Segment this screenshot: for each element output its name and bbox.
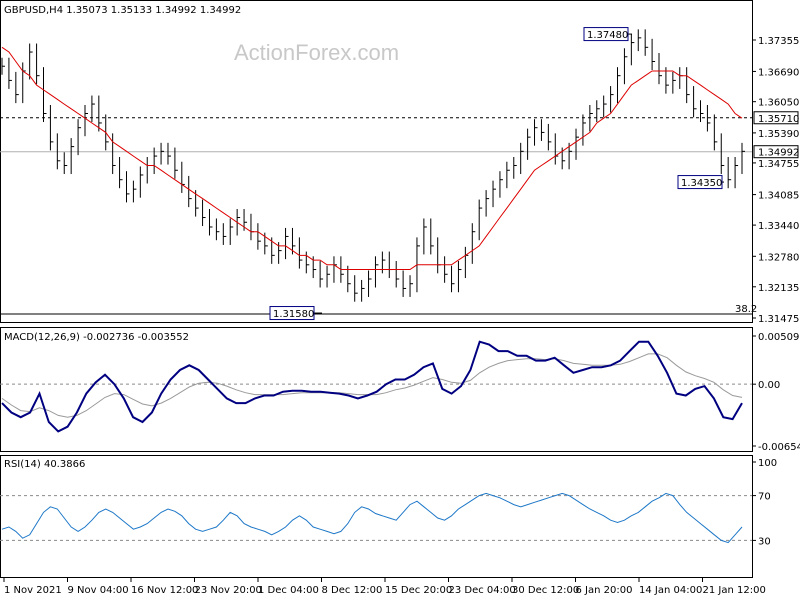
macd-y-tick-label: 0.005099 [758, 332, 800, 343]
sma-series [1, 46, 743, 270]
annotation-box [677, 175, 723, 190]
rsi-y-tick-label: 70 [758, 492, 771, 503]
sma-line [1, 46, 743, 270]
y-tick-label: 1.32780 [758, 252, 799, 263]
macd-line [1, 340, 743, 433]
price-series [1, 29, 745, 302]
annotation-label: 1.34350 [681, 178, 722, 189]
annotation-label: 1.37480 [587, 30, 628, 41]
main-panel [0, 0, 753, 323]
annotation-box [269, 306, 315, 321]
y-tick-label: 1.31475 [758, 314, 799, 325]
price-annotations: 1.37480 1.34350 1.31580 [269, 27, 724, 321]
y-tick-label: 1.34085 [758, 191, 799, 202]
current-price-label: 1.34992 [758, 148, 799, 159]
rsi-panel [0, 455, 753, 578]
y-tick-label: 1.37355 [758, 36, 799, 47]
y-tick-label: 1.36690 [758, 67, 799, 78]
x-tick-label: 9 Nov 04:00 [68, 585, 129, 596]
x-tick-label: 23 Nov 20:00 [195, 585, 262, 596]
x-tick-label: 23 Dec 04:00 [449, 585, 516, 596]
macd-y-axis: 0.005099 0.00 -0.006543 [752, 332, 800, 453]
y-tick-label: 1.33440 [758, 221, 799, 232]
macd-header: MACD(12,26,9) -0.002736 -0.003552 [4, 332, 189, 343]
rsi-y-axis: 100 70 30 [752, 458, 777, 547]
y-tick-label: 1.35390 [758, 129, 799, 140]
rsi-y-tick-label: 30 [758, 536, 771, 547]
x-tick-label: 6 Jan 20:00 [576, 585, 633, 596]
rsi-y-tick-label: 100 [758, 458, 777, 469]
rsi-header: RSI(14) 40.3866 [4, 459, 85, 470]
x-tick-label: 30 Dec 12:00 [512, 585, 579, 596]
main-y-axis: 1.37355 1.36690 1.36050 1.35390 1.34755 1.340… [752, 36, 799, 325]
x-tick-label: 1 Nov 2021 [4, 585, 62, 596]
resistance-price-box [753, 111, 799, 125]
x-tick-label: 15 Dec 20:00 [385, 585, 452, 596]
macd-y-tick-label: 0.00 [758, 380, 780, 391]
rsi-line [1, 492, 743, 544]
y-tick-label: 1.36050 [758, 98, 799, 109]
main-grid [0, 117, 752, 315]
macd-group [0, 340, 752, 433]
x-tick-label: 16 Nov 12:00 [131, 585, 198, 596]
annotation-box [583, 27, 629, 42]
resistance-price-label: 1.35710 [758, 114, 799, 125]
macd-panel [0, 327, 753, 452]
watermark: ActionForex.com [234, 40, 399, 65]
x-tick-label: 14 Jan 04:00 [639, 585, 702, 596]
fib-level-label: 38.2 [735, 304, 757, 315]
rsi-group [0, 492, 752, 544]
macd-signal-line [1, 353, 743, 418]
x-tick-label: 21 Jan 12:00 [703, 585, 766, 596]
x-tick-label: 8 Dec 12:00 [322, 585, 383, 596]
annotation-label: 1.31580 [273, 309, 314, 320]
current-price-box [753, 145, 799, 159]
macd-y-tick-label: -0.006543 [758, 442, 800, 453]
y-tick-label: 1.34755 [758, 159, 799, 170]
main-header: GBPUSD,H4 1.35073 1.35133 1.34992 1.3499… [4, 5, 241, 16]
x-tick-label: 1 Dec 04:00 [258, 585, 319, 596]
y-tick-label: 1.32135 [758, 283, 799, 294]
